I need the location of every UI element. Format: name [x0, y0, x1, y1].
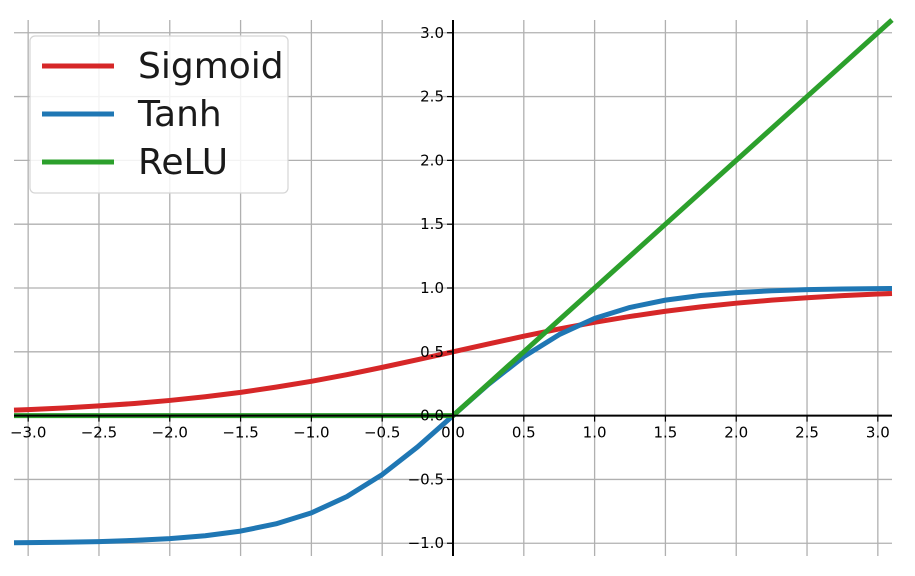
legend-label-tanh: Tanh: [137, 94, 222, 135]
x-tick-label: −0.5: [364, 424, 400, 442]
x-tick-label: 0.5: [512, 424, 536, 442]
legend-label-sigmoid: Sigmoid: [138, 46, 284, 87]
axes: −3.0 −2.5 −2.0 −1.5 −1.0 −0.5 0.0 0.5 1.0 1.5 2.0 2…: [10, 20, 892, 556]
y-tick-label: −0.5: [408, 470, 444, 488]
x-tick-label: 3.0: [866, 424, 890, 442]
y-tick-label: 3.0: [420, 24, 444, 42]
x-tick-label: −3.0: [10, 424, 46, 442]
x-tick-label: 0.0: [441, 424, 465, 442]
legend: Sigmoid Tanh ReLU: [29, 35, 289, 194]
x-tick-label: 1.0: [583, 424, 607, 442]
y-tick-label: 1.0: [420, 279, 444, 297]
y-tick-label: 0.5: [420, 343, 444, 361]
y-tick-label: 1.5: [420, 215, 444, 233]
legend-box: [29, 35, 289, 194]
legend-label-relu: ReLU: [138, 142, 228, 183]
x-tick-label: −2.0: [152, 424, 188, 442]
x-tick-label: −1.5: [222, 424, 258, 442]
y-tick-label: −1.0: [408, 534, 444, 552]
y-tick-label: 0.0: [420, 407, 444, 425]
x-tick-label: −1.0: [293, 424, 329, 442]
x-tick-label: −2.5: [81, 424, 117, 442]
x-tick-label: 2.5: [795, 424, 819, 442]
x-tick-label: 1.5: [653, 424, 677, 442]
y-tick-label: 2.5: [420, 88, 444, 106]
y-tick-label: 2.0: [420, 151, 444, 169]
x-tick-label: 2.0: [724, 424, 748, 442]
